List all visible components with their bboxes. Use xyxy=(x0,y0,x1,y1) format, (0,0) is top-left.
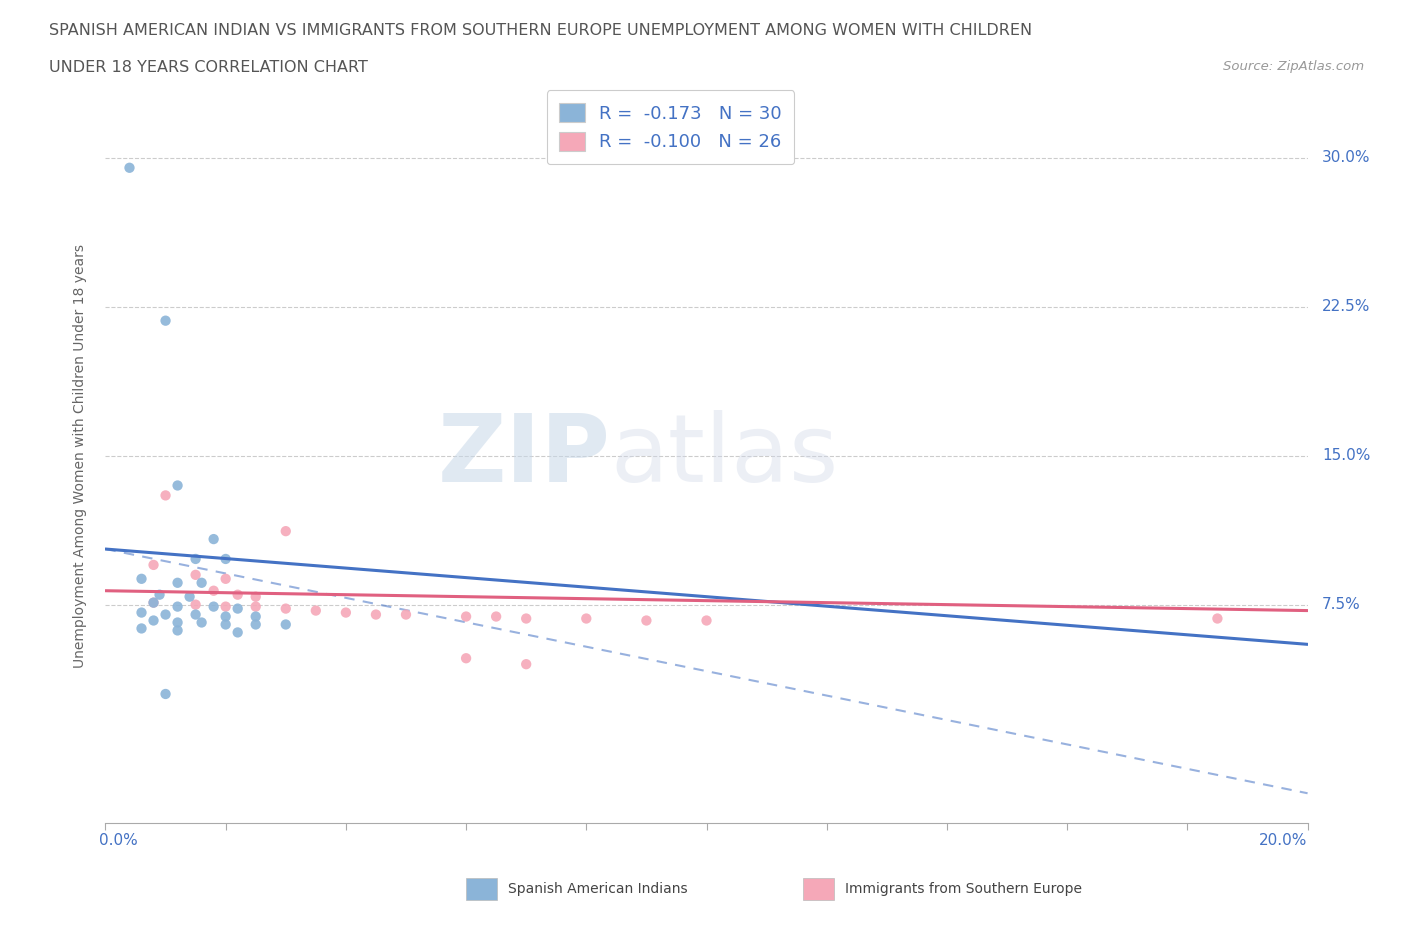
Point xyxy=(515,657,537,671)
Text: atlas: atlas xyxy=(610,410,838,501)
Text: 30.0%: 30.0% xyxy=(1322,151,1371,166)
Point xyxy=(364,607,387,622)
Point xyxy=(214,617,236,631)
Point xyxy=(166,599,188,614)
Point xyxy=(636,613,658,628)
Point xyxy=(166,478,188,493)
Point xyxy=(1206,611,1229,626)
Point xyxy=(202,583,225,598)
Point xyxy=(202,599,225,614)
Point xyxy=(155,488,177,503)
Point xyxy=(245,617,267,631)
Point xyxy=(226,601,249,616)
Point xyxy=(184,597,207,612)
Point xyxy=(166,623,188,638)
Point xyxy=(274,601,297,616)
Point xyxy=(214,599,236,614)
Point xyxy=(142,613,165,628)
Point xyxy=(118,160,141,175)
Point xyxy=(485,609,508,624)
Y-axis label: Unemployment Among Women with Children Under 18 years: Unemployment Among Women with Children U… xyxy=(73,244,87,668)
Point xyxy=(214,551,236,566)
Point xyxy=(202,532,225,547)
Point xyxy=(184,567,207,582)
Point xyxy=(245,590,267,604)
Point xyxy=(575,611,598,626)
Point xyxy=(454,651,477,666)
Point xyxy=(696,613,718,628)
Point xyxy=(245,599,267,614)
Point xyxy=(142,557,165,572)
Point xyxy=(184,551,207,566)
Point xyxy=(166,576,188,591)
Point xyxy=(166,615,188,630)
Text: 20.0%: 20.0% xyxy=(1260,833,1308,848)
Point xyxy=(190,576,212,591)
Text: SPANISH AMERICAN INDIAN VS IMMIGRANTS FROM SOUTHERN EUROPE UNEMPLOYMENT AMONG WO: SPANISH AMERICAN INDIAN VS IMMIGRANTS FR… xyxy=(49,23,1032,38)
Point xyxy=(131,621,153,636)
Point xyxy=(454,609,477,624)
Point xyxy=(226,587,249,602)
Point xyxy=(148,587,170,602)
Legend: R =  -0.173   N = 30, R =  -0.100   N = 26: R = -0.173 N = 30, R = -0.100 N = 26 xyxy=(547,90,794,164)
Point xyxy=(245,609,267,624)
Point xyxy=(190,615,212,630)
Text: 22.5%: 22.5% xyxy=(1322,299,1371,314)
Point xyxy=(214,609,236,624)
Point xyxy=(155,313,177,328)
Point xyxy=(142,595,165,610)
Point xyxy=(155,607,177,622)
Text: Immigrants from Southern Europe: Immigrants from Southern Europe xyxy=(845,882,1081,897)
Text: Spanish American Indians: Spanish American Indians xyxy=(509,882,688,897)
Point xyxy=(274,524,297,538)
Point xyxy=(395,607,418,622)
Text: 7.5%: 7.5% xyxy=(1322,597,1361,612)
Point xyxy=(142,595,165,610)
Point xyxy=(179,590,201,604)
Point xyxy=(214,571,236,586)
Point xyxy=(184,607,207,622)
Point xyxy=(155,686,177,701)
Point xyxy=(274,617,297,631)
Point xyxy=(226,625,249,640)
Text: UNDER 18 YEARS CORRELATION CHART: UNDER 18 YEARS CORRELATION CHART xyxy=(49,60,368,75)
Point xyxy=(131,571,153,586)
Text: ZIP: ZIP xyxy=(437,410,610,501)
Text: 15.0%: 15.0% xyxy=(1322,448,1371,463)
Text: 0.0%: 0.0% xyxy=(100,833,138,848)
Point xyxy=(131,605,153,620)
Point xyxy=(335,605,357,620)
Point xyxy=(305,604,328,618)
Text: Source: ZipAtlas.com: Source: ZipAtlas.com xyxy=(1223,60,1364,73)
Point xyxy=(515,611,537,626)
